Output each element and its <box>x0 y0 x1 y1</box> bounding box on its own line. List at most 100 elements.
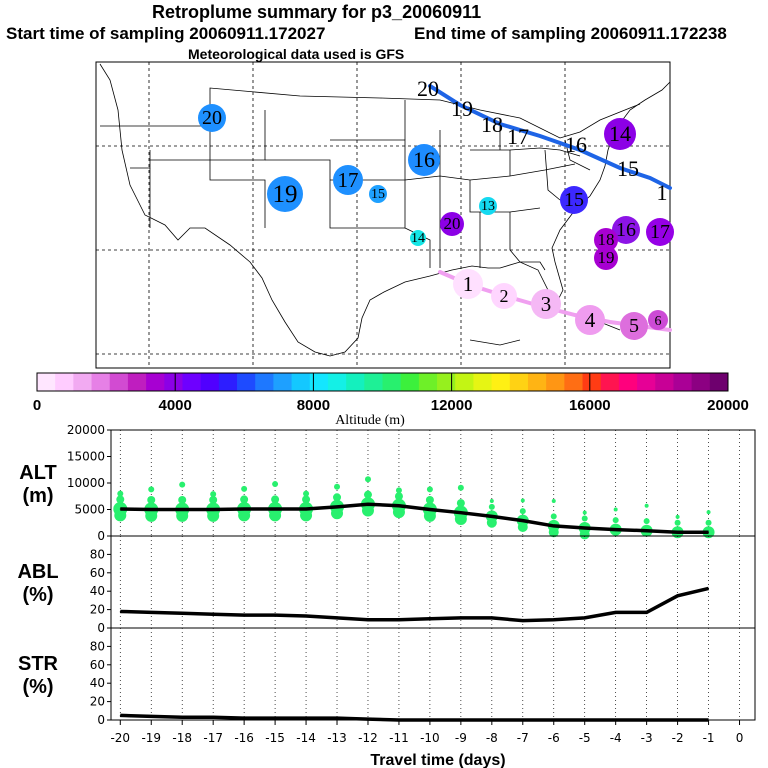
colorbar-segment <box>255 373 274 391</box>
panel-alt: 0 5000 10000 15000 20000 ALT(m) <box>19 423 756 543</box>
altitude-scatter-point <box>116 495 125 504</box>
series-point <box>491 515 493 517</box>
series-point <box>336 506 338 508</box>
series-point <box>615 529 617 531</box>
colorbar-frame <box>36 372 729 392</box>
plume-circle <box>646 218 674 246</box>
altitude-scatter-point <box>269 509 282 522</box>
panel-abl: 0 20 40 60 80 ABL(%) <box>17 535 756 635</box>
plume-label: 15 <box>371 187 385 202</box>
altitude-scatter-point <box>643 518 650 525</box>
plume-marker: 5 <box>620 312 648 340</box>
x-tick-label: -13 <box>327 731 347 745</box>
series-point <box>181 509 183 510</box>
start-time-label: Start time of sampling 20060911.172027 <box>6 24 326 43</box>
plume-circle <box>333 165 363 195</box>
series-point <box>429 509 431 510</box>
y-tick-label: 0 <box>97 621 105 635</box>
end-time-label: End time of sampling 20060911.172238 <box>414 24 727 43</box>
series-point <box>336 617 338 619</box>
plume-label: 20 <box>202 107 222 129</box>
plume-marker: 18 <box>594 228 618 252</box>
series-point <box>367 619 369 621</box>
altitude-scatter-point <box>271 495 280 504</box>
y-axis-label: STR <box>18 653 59 675</box>
series-point <box>522 520 524 522</box>
altitude-scatter-point <box>423 509 436 522</box>
plume-marker: 6 <box>648 310 668 330</box>
colorbar-segment <box>527 373 547 391</box>
x-tick-label: -11 <box>389 731 409 745</box>
altitude-scatter-point <box>148 486 155 493</box>
colorbar-segment <box>564 373 584 391</box>
x-tick-label: -7 <box>517 731 529 745</box>
plume-label: 6 <box>655 314 662 329</box>
plume-label: 16 <box>413 147 435 172</box>
colorbar-segment <box>491 373 511 391</box>
plume-label: 19 <box>273 181 298 208</box>
altitude-scatter-point <box>486 517 497 528</box>
altitude-scatter-point <box>579 529 590 540</box>
altitude-scatter-point <box>517 521 528 532</box>
series-point <box>243 717 245 719</box>
altitude-scatter-point <box>241 485 248 492</box>
plume-marker: 3 <box>531 289 561 319</box>
plume-circle <box>560 186 588 214</box>
x-tick-label: -12 <box>358 731 378 745</box>
colorbar-segment <box>127 373 147 391</box>
altitude-scatter-point <box>457 484 464 491</box>
colorbar-segment <box>600 373 620 391</box>
plume-marker: 14 <box>604 118 636 150</box>
altitude-scatter-point <box>272 481 279 488</box>
series-point <box>150 509 152 510</box>
x-axis-label: Travel time (days) <box>370 752 505 768</box>
colorbar-segment <box>309 373 329 391</box>
series-point <box>429 618 431 620</box>
x-tick-label: -20 <box>110 731 130 745</box>
met-data-label: Meteorological data used is GFS <box>188 46 405 62</box>
series-point <box>460 512 462 514</box>
series-point <box>150 715 152 717</box>
plume-circle <box>620 312 648 340</box>
series-point <box>305 508 307 510</box>
x-tick-label: -18 <box>172 731 192 745</box>
colorbar-segment <box>327 373 347 391</box>
altitude-scatter-point <box>209 495 218 504</box>
altitude-scatter-point <box>117 490 124 497</box>
y-tick-label: 40 <box>90 676 105 690</box>
altitude-scatter-point <box>147 495 156 504</box>
series-point <box>522 620 524 622</box>
y-axis-label: (m) <box>22 485 53 507</box>
plume-circle <box>612 216 640 244</box>
panel-frame <box>110 627 756 721</box>
plume-marker: 16 <box>408 144 440 176</box>
plume-circle <box>479 197 497 215</box>
plume-label: 14 <box>411 231 425 246</box>
trajectory-day-label: 17 <box>507 124 529 149</box>
altitude-scatter-point <box>551 499 556 504</box>
colorbar-tick-label: 12000 <box>431 397 473 414</box>
x-tick-label: -2 <box>672 731 684 745</box>
altitude-scatter-point <box>550 513 557 520</box>
colorbar-segments <box>37 373 729 391</box>
x-tick-label: -4 <box>610 731 622 745</box>
colorbar-segment <box>237 373 256 391</box>
plume-label: 4 <box>585 308 596 332</box>
trajectory-day-label: 20 <box>417 76 439 101</box>
series-point <box>646 530 648 532</box>
altitude-scatter-point <box>333 493 342 502</box>
plume-marker: 17 <box>646 218 674 246</box>
map-grid <box>96 62 670 368</box>
trajectory-day-label: 15 <box>617 156 639 181</box>
x-tick-label: -10 <box>420 731 440 745</box>
colorbar-segment <box>418 373 438 391</box>
series-point <box>305 717 307 719</box>
colorbar-tick-label: 20000 <box>707 397 749 414</box>
x-tick-label: -1 <box>703 731 715 745</box>
series-point <box>336 717 338 719</box>
blue-trajectory <box>428 84 672 190</box>
y-tick-label: 5000 <box>74 503 105 517</box>
plume-label: 17 <box>650 221 670 243</box>
